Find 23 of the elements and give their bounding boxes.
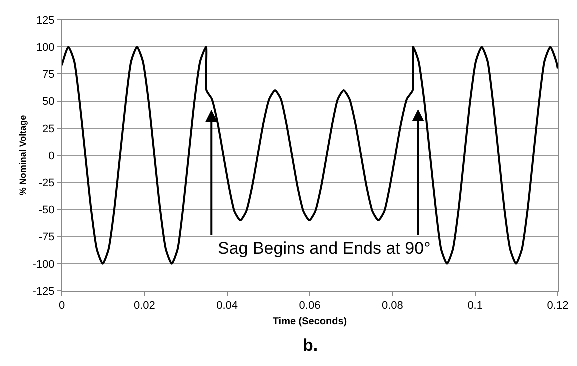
x-tick-label: 0.12: [547, 300, 569, 312]
x-axis-title: Time (Seconds): [272, 316, 348, 328]
y-tick-label: 75: [42, 69, 55, 82]
x-tick-label: 0.02: [134, 300, 156, 312]
y-tick-label: -75: [38, 232, 55, 244]
y-axis-title: % Nominal Voltage: [18, 115, 28, 196]
x-tick-label: 0.1: [468, 300, 483, 312]
y-tick-label: -50: [38, 204, 55, 217]
x-tick-label: 0.08: [382, 300, 404, 312]
x-tick-label: 0.04: [216, 300, 238, 312]
y-tick-label: 100: [36, 42, 55, 54]
y-tick-label: 25: [42, 123, 55, 136]
y-tick-label: -25: [38, 177, 55, 190]
x-tick-label: 0.06: [299, 300, 321, 312]
y-tick-label: -100: [32, 258, 55, 271]
line-series: [62, 46, 558, 265]
annotation: Sag Begins and Ends at 90°: [218, 239, 431, 258]
x-tick-label: 0: [58, 300, 66, 312]
y-tick-label: 50: [42, 96, 55, 108]
y-tick-label: 0: [48, 150, 55, 162]
y-tick-label: -125: [32, 286, 55, 298]
y-tick-label: 125: [36, 14, 55, 27]
text: b.: [303, 336, 318, 355]
